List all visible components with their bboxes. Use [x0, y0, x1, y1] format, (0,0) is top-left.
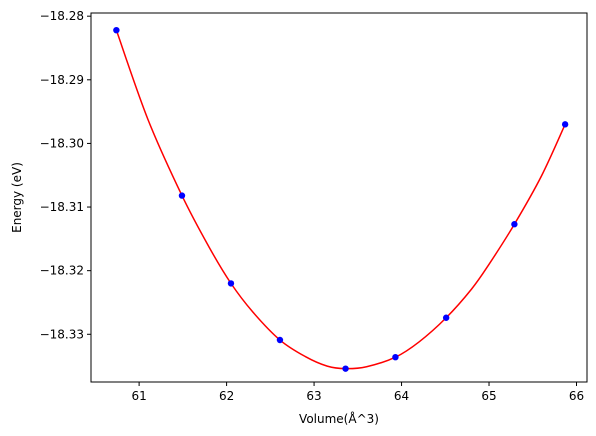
x-tick-label: 62 [219, 389, 234, 403]
data-point [178, 192, 186, 199]
x-tick-label: 65 [481, 389, 496, 403]
x-tick-label: 66 [569, 389, 584, 403]
fit-curve-line [115, 29, 566, 370]
data-point [511, 221, 518, 228]
y-tick-label: −18.33 [40, 327, 84, 341]
y-tick-label: −18.31 [40, 200, 84, 214]
x-tick-label: 61 [131, 389, 146, 403]
y-tick-label: −18.28 [40, 9, 84, 23]
x-axis-ticks: 61 62 63 64 65 66 [131, 382, 584, 403]
data-point [561, 121, 569, 128]
data-point [442, 314, 450, 321]
y-tick-label: −18.30 [40, 136, 84, 150]
x-tick-label: 63 [306, 389, 321, 403]
plot-area [113, 26, 569, 372]
x-axis-label: Volume(Å^3) [299, 411, 379, 426]
y-axis-label: Energy (eV) [10, 162, 24, 233]
data-point [276, 336, 284, 344]
data-point [392, 353, 399, 361]
data-point [227, 280, 235, 287]
data-point [342, 365, 349, 372]
y-tick-label: −18.29 [40, 73, 84, 87]
y-axis-ticks: −18.28 −18.29 −18.30 −18.31 −18.32 −18.33 [40, 9, 91, 341]
x-tick-label: 64 [394, 389, 409, 403]
y-tick-label: −18.32 [40, 264, 84, 278]
data-point [113, 26, 120, 34]
axes-frame [90, 12, 588, 383]
